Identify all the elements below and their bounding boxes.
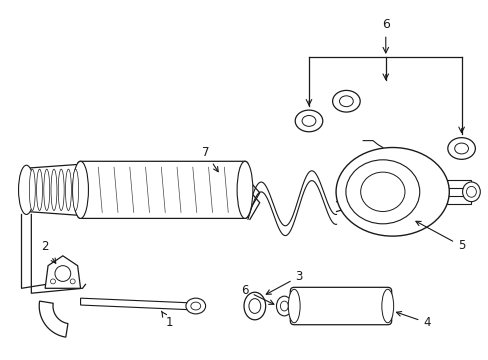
Ellipse shape xyxy=(447,138,474,159)
Text: 2: 2 xyxy=(41,240,56,263)
Ellipse shape xyxy=(295,110,322,132)
Ellipse shape xyxy=(37,169,42,211)
Ellipse shape xyxy=(65,169,71,211)
Polygon shape xyxy=(81,298,195,310)
Ellipse shape xyxy=(381,289,393,323)
Ellipse shape xyxy=(302,116,315,126)
FancyBboxPatch shape xyxy=(78,161,247,219)
Ellipse shape xyxy=(237,161,252,219)
Ellipse shape xyxy=(288,289,300,323)
Ellipse shape xyxy=(332,90,360,112)
Ellipse shape xyxy=(44,169,50,211)
Text: 1: 1 xyxy=(161,311,173,329)
FancyBboxPatch shape xyxy=(290,287,391,325)
Ellipse shape xyxy=(73,169,79,211)
Text: 6: 6 xyxy=(241,284,273,304)
Ellipse shape xyxy=(345,160,419,224)
Text: 6: 6 xyxy=(381,18,389,31)
Ellipse shape xyxy=(339,96,352,107)
Polygon shape xyxy=(446,196,470,204)
Ellipse shape xyxy=(280,301,288,311)
Ellipse shape xyxy=(19,165,34,215)
Ellipse shape xyxy=(335,148,448,236)
Ellipse shape xyxy=(51,169,57,211)
Ellipse shape xyxy=(248,299,260,314)
Ellipse shape xyxy=(73,161,88,219)
Ellipse shape xyxy=(55,266,71,282)
Ellipse shape xyxy=(276,296,292,316)
Ellipse shape xyxy=(50,279,55,284)
Polygon shape xyxy=(45,256,81,288)
Ellipse shape xyxy=(185,298,205,314)
Text: 7: 7 xyxy=(202,146,218,172)
Ellipse shape xyxy=(462,182,479,202)
Text: 4: 4 xyxy=(396,311,430,329)
Polygon shape xyxy=(446,180,470,188)
Ellipse shape xyxy=(360,172,404,212)
Ellipse shape xyxy=(190,302,200,310)
Ellipse shape xyxy=(70,279,75,284)
Ellipse shape xyxy=(58,169,64,211)
Text: 3: 3 xyxy=(265,270,302,294)
Polygon shape xyxy=(39,301,68,337)
Ellipse shape xyxy=(244,292,265,320)
Ellipse shape xyxy=(466,186,475,197)
Ellipse shape xyxy=(29,169,35,211)
Ellipse shape xyxy=(454,143,468,154)
Text: 5: 5 xyxy=(415,221,465,252)
